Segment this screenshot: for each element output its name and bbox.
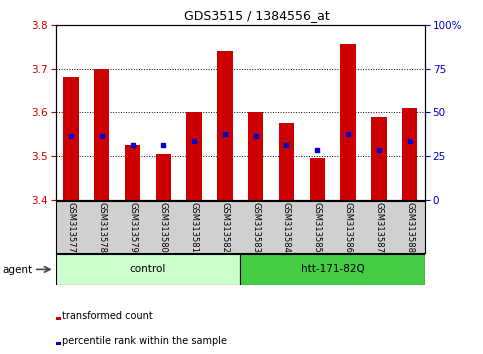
Bar [279, 123, 294, 200]
Text: GSM313583: GSM313583 [251, 202, 260, 253]
Text: GSM313580: GSM313580 [159, 202, 168, 253]
Bar [217, 51, 233, 200]
Text: GSM313578: GSM313578 [97, 202, 106, 253]
Bar [186, 112, 202, 200]
Text: GSM313582: GSM313582 [220, 202, 229, 253]
Bar [63, 77, 79, 200]
Text: GSM313587: GSM313587 [374, 202, 384, 253]
Text: transformed count: transformed count [62, 311, 153, 321]
Bar [402, 108, 417, 200]
Text: GSM313584: GSM313584 [282, 202, 291, 253]
Text: percentile rank within the sample: percentile rank within the sample [62, 336, 227, 346]
Text: GSM313579: GSM313579 [128, 202, 137, 253]
Text: GSM313585: GSM313585 [313, 202, 322, 253]
Text: htt-171-82Q: htt-171-82Q [301, 264, 365, 274]
Text: GSM313577: GSM313577 [67, 202, 75, 253]
Bar [56, 254, 241, 285]
Bar [310, 158, 325, 200]
Bar [241, 254, 425, 285]
Text: GSM313588: GSM313588 [405, 202, 414, 253]
Bar [94, 69, 110, 200]
Bar [248, 112, 263, 200]
Text: GSM313586: GSM313586 [343, 202, 353, 253]
Bar [371, 117, 386, 200]
Text: GSM313581: GSM313581 [190, 202, 199, 253]
Bar [125, 145, 140, 200]
Bar [156, 154, 171, 200]
Text: control: control [130, 264, 166, 274]
Bar [341, 45, 356, 200]
Text: GDS3515 / 1384556_at: GDS3515 / 1384556_at [184, 9, 329, 22]
Text: agent: agent [2, 265, 32, 275]
